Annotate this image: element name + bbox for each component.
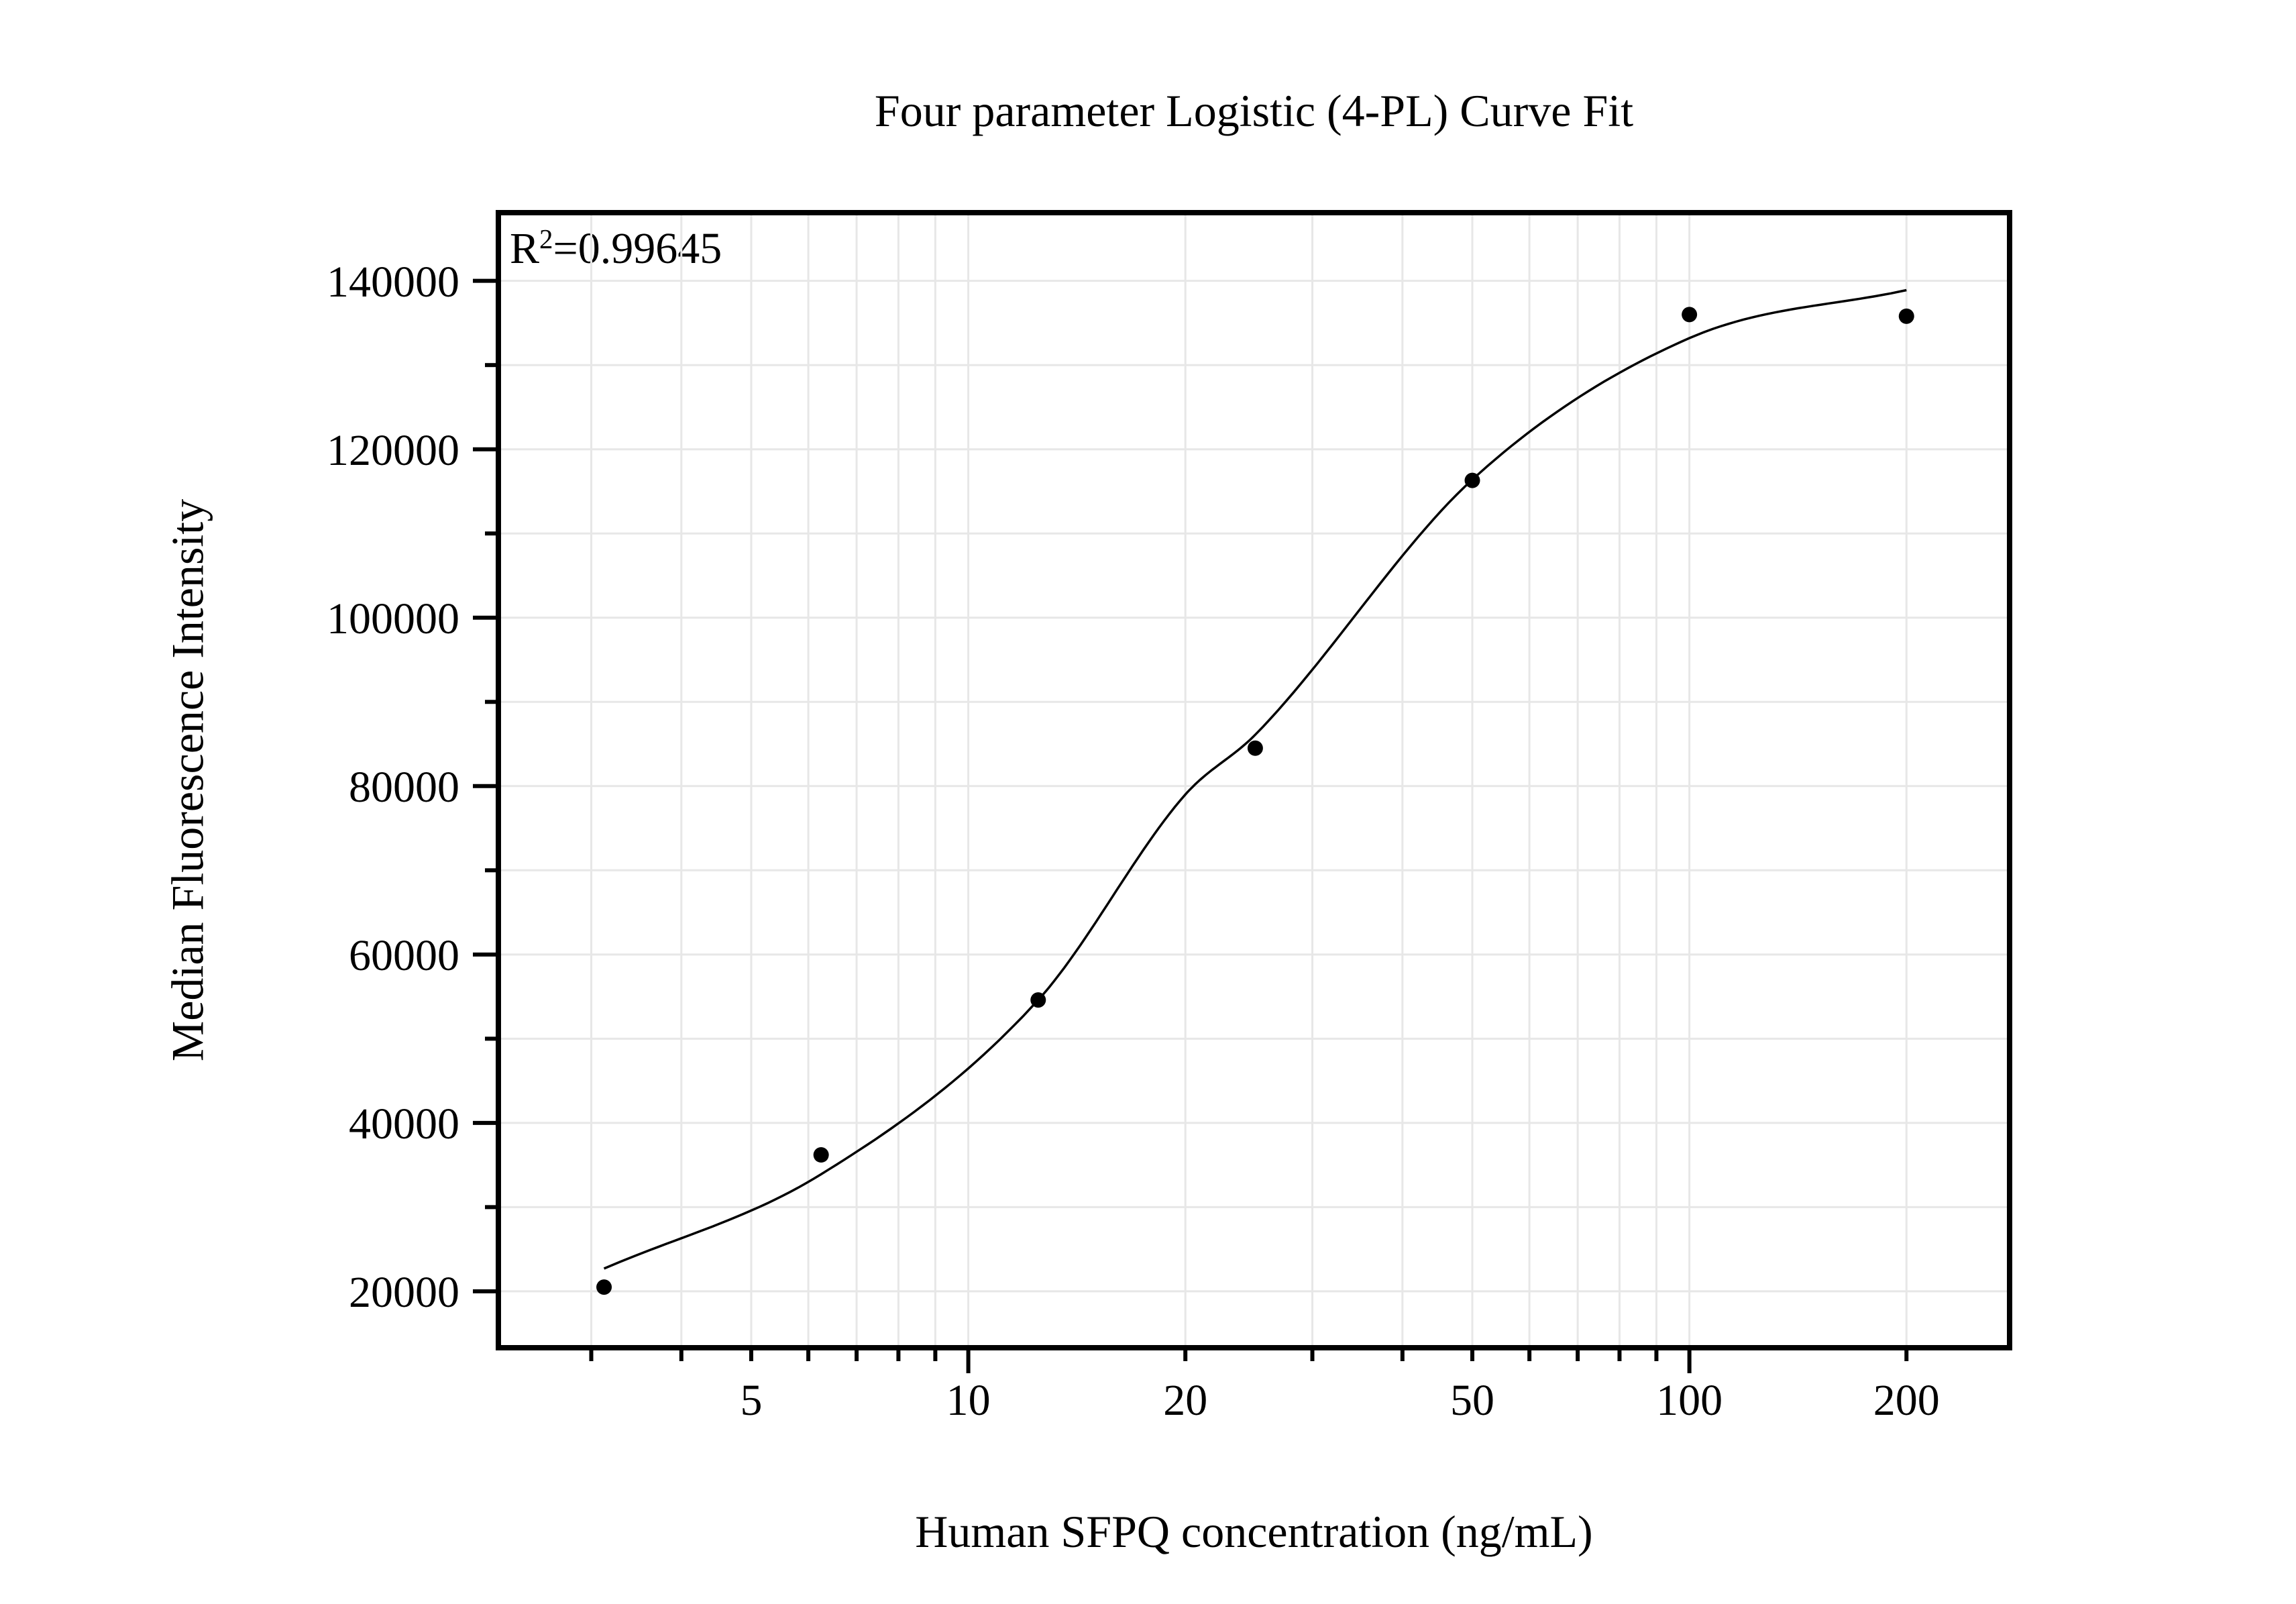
r-squared-exponent: 2 — [539, 223, 553, 254]
data-point — [596, 1279, 612, 1295]
y-tick-label: 60000 — [349, 931, 459, 980]
x-tick-label: 50 — [1450, 1376, 1494, 1425]
y-tick-label: 20000 — [349, 1268, 459, 1317]
data-point — [1464, 472, 1480, 488]
x-tick-label: 5 — [740, 1376, 762, 1425]
x-axis-title: Human SFPQ concentration (ng/mL) — [915, 1506, 1593, 1557]
y-tick-label: 80000 — [349, 763, 459, 812]
plot-frame — [496, 210, 2012, 1350]
data-point — [1247, 740, 1263, 756]
r-squared-base: R — [510, 224, 540, 273]
fit-curve — [603, 288, 1907, 1270]
y-tick-label: 140000 — [327, 258, 459, 307]
chart-title: Four parameter Logistic (4-PL) Curve Fit — [874, 85, 1634, 136]
data-point — [813, 1147, 829, 1163]
x-tick-label: 100 — [1656, 1376, 1723, 1425]
y-tick-label: 120000 — [327, 426, 459, 475]
r-squared-value: =0.99645 — [553, 224, 722, 273]
data-point — [1898, 308, 1914, 324]
y-tick-label: 100000 — [327, 594, 459, 643]
r-squared-annotation: R2=0.99645 — [510, 223, 722, 273]
y-tick-label: 40000 — [349, 1100, 459, 1148]
x-tick-label: 200 — [1873, 1376, 1940, 1425]
x-tick-label: 20 — [1163, 1376, 1207, 1425]
data-point — [1682, 307, 1698, 323]
x-tick-label: 10 — [946, 1376, 991, 1425]
data-point — [1030, 992, 1046, 1008]
